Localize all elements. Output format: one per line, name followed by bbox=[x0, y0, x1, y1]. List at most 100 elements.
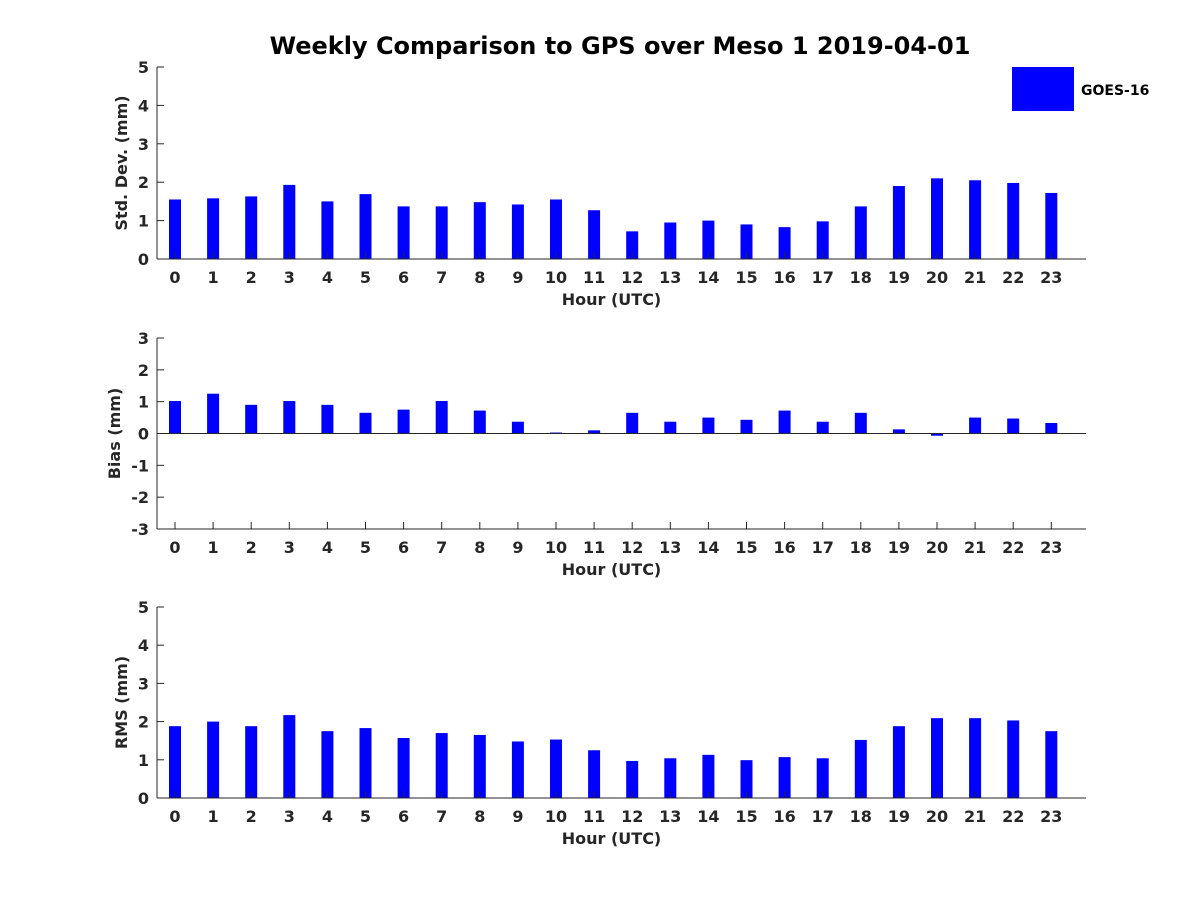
x-tick-label: 13 bbox=[659, 538, 681, 557]
y-tick-label: 4 bbox=[138, 96, 149, 115]
x-tick-label: 15 bbox=[735, 538, 757, 557]
y-tick-label: 5 bbox=[138, 598, 149, 617]
x-tick-label: 22 bbox=[1002, 807, 1024, 826]
x-tick-label: 12 bbox=[621, 807, 643, 826]
bar-hour-1 bbox=[207, 393, 220, 434]
bar-hour-19 bbox=[892, 186, 905, 259]
bar-hour-15 bbox=[740, 419, 753, 434]
x-tick-label: 22 bbox=[1002, 538, 1024, 557]
bar-hour-20 bbox=[931, 433, 943, 436]
x-tick-label: 10 bbox=[545, 268, 567, 287]
bar-hour-2 bbox=[245, 196, 258, 259]
bar-hour-13 bbox=[664, 421, 677, 434]
x-tick-label: 1 bbox=[208, 807, 219, 826]
x-tick-label: 6 bbox=[398, 807, 409, 826]
bar-hour-5 bbox=[359, 728, 372, 798]
x-tick-label: 7 bbox=[436, 538, 447, 557]
x-tick-label: 11 bbox=[583, 538, 605, 557]
bar-hour-9 bbox=[511, 204, 524, 259]
bar-hour-7 bbox=[435, 206, 448, 259]
x-tick-label: 19 bbox=[888, 807, 910, 826]
bar-hour-5 bbox=[359, 194, 372, 259]
bar-hour-20 bbox=[931, 718, 943, 798]
x-tick-label: 0 bbox=[169, 538, 180, 557]
y-tick-label: 1 bbox=[138, 751, 149, 770]
x-tick-label: 10 bbox=[545, 807, 567, 826]
x-tick-label: 8 bbox=[474, 538, 485, 557]
x-tick-label: 0 bbox=[169, 268, 180, 287]
bar-hour-18 bbox=[854, 412, 867, 434]
bar-hour-12 bbox=[626, 760, 639, 798]
x-tick-label: 8 bbox=[474, 807, 485, 826]
x-tick-label: 14 bbox=[697, 268, 719, 287]
x-tick-label: 21 bbox=[964, 807, 986, 826]
bar-hour-11 bbox=[588, 750, 601, 798]
bar-hour-4 bbox=[321, 404, 334, 434]
bar-hour-11 bbox=[588, 210, 601, 259]
y-tick-label: 3 bbox=[138, 135, 149, 154]
bar-hour-1 bbox=[207, 198, 220, 259]
bar-hour-15 bbox=[740, 760, 753, 798]
x-tick-label: 6 bbox=[398, 268, 409, 287]
bar-hour-13 bbox=[664, 758, 677, 798]
bar-hour-17 bbox=[816, 221, 829, 259]
y-tick-label: 4 bbox=[138, 636, 149, 655]
bar-hour-22 bbox=[1007, 182, 1020, 259]
bar-hour-6 bbox=[397, 409, 410, 434]
x-tick-label: 17 bbox=[812, 807, 834, 826]
bar-hour-23 bbox=[1045, 731, 1058, 798]
bar-hour-7 bbox=[435, 733, 448, 798]
y-tick-label: 0 bbox=[138, 250, 149, 269]
x-tick-label: 15 bbox=[735, 807, 757, 826]
bar-hour-0 bbox=[169, 401, 181, 434]
x-tick-label: 13 bbox=[659, 807, 681, 826]
bar-hour-21 bbox=[969, 180, 982, 259]
x-tick-label: 14 bbox=[697, 538, 719, 557]
bar-hour-22 bbox=[1007, 418, 1020, 434]
x-tick-label: 20 bbox=[926, 268, 948, 287]
x-tick-label: 23 bbox=[1040, 807, 1062, 826]
legend: GOES-16 bbox=[1012, 67, 1149, 111]
x-tick-label: 7 bbox=[436, 807, 447, 826]
bar-hour-23 bbox=[1045, 422, 1058, 434]
bar-hour-16 bbox=[778, 757, 791, 798]
x-tick-label: 10 bbox=[545, 538, 567, 557]
y-tick-label: 5 bbox=[138, 58, 149, 77]
bar-hour-3 bbox=[283, 401, 296, 434]
y-axis-label: Std. Dev. (mm) bbox=[112, 95, 131, 230]
y-tick-label: 2 bbox=[138, 713, 149, 732]
y-tick-label: 1 bbox=[138, 393, 149, 412]
x-tick-label: 16 bbox=[773, 538, 795, 557]
bar-hour-17 bbox=[816, 758, 829, 798]
y-axis-label: Bias (mm) bbox=[105, 388, 124, 480]
x-tick-label: 0 bbox=[169, 807, 180, 826]
bar-hour-13 bbox=[664, 222, 677, 259]
y-tick-label: 3 bbox=[138, 674, 149, 693]
bar-hour-14 bbox=[702, 220, 715, 259]
x-tick-label: 16 bbox=[773, 268, 795, 287]
x-tick-label: 11 bbox=[583, 807, 605, 826]
bar-hour-18 bbox=[854, 206, 867, 259]
x-tick-label: 6 bbox=[398, 538, 409, 557]
x-tick-label: 8 bbox=[474, 268, 485, 287]
x-tick-label: 5 bbox=[360, 807, 371, 826]
bar-hour-16 bbox=[778, 227, 791, 259]
x-tick-label: 19 bbox=[888, 538, 910, 557]
y-tick-label: -1 bbox=[131, 456, 149, 475]
y-tick-label: -2 bbox=[131, 488, 149, 507]
x-tick-label: 19 bbox=[888, 268, 910, 287]
bar-hour-22 bbox=[1007, 720, 1020, 798]
x-axis-label: Hour (UTC) bbox=[562, 290, 662, 309]
x-tick-label: 2 bbox=[246, 268, 257, 287]
x-tick-label: 17 bbox=[812, 538, 834, 557]
bar-hour-10 bbox=[550, 739, 562, 798]
bar-hour-8 bbox=[473, 202, 486, 259]
x-tick-label: 4 bbox=[322, 268, 333, 287]
x-tick-label: 18 bbox=[850, 807, 872, 826]
bar-hour-0 bbox=[169, 199, 181, 259]
x-tick-label: 4 bbox=[322, 807, 333, 826]
